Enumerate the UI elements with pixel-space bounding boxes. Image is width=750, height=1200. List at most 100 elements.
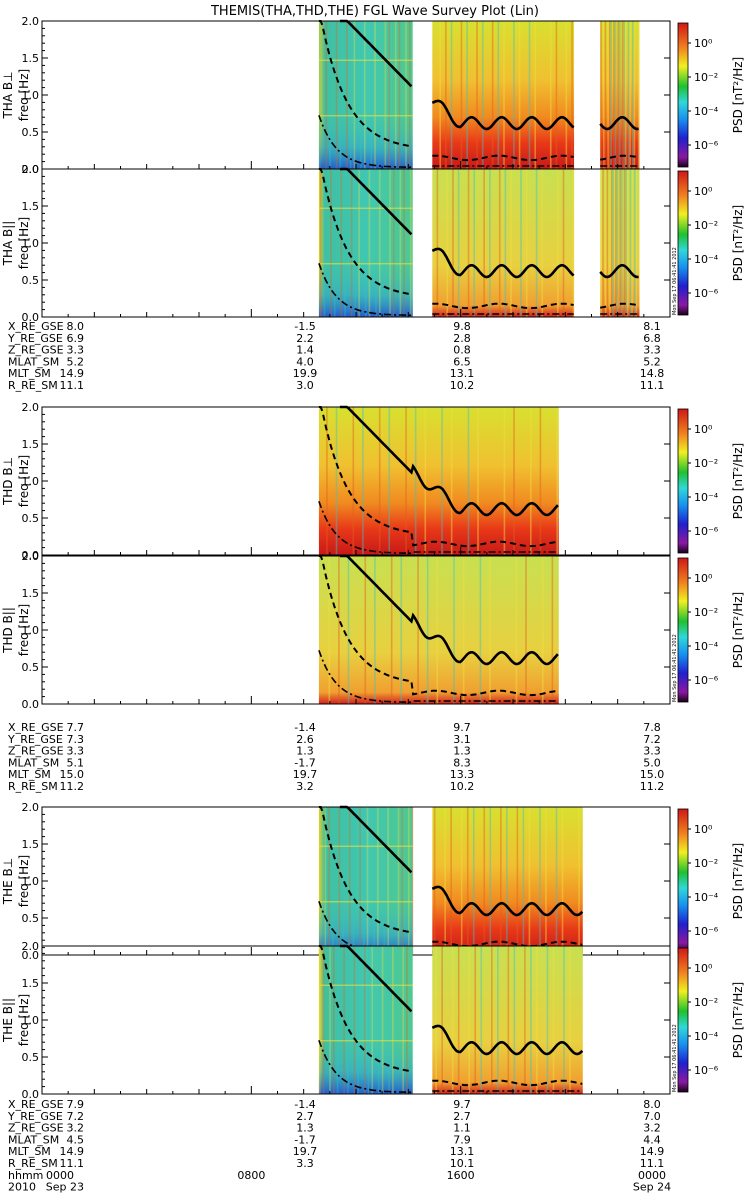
colorbar-tick-label: 10⁻²: [694, 219, 718, 232]
spectrogram-streak: [490, 946, 493, 1094]
spectrogram-streak: [388, 407, 391, 555]
spectrogram-streak: [444, 807, 446, 955]
spectrogram-streak: [616, 169, 619, 317]
orbit-param-name: R_RE_SM: [8, 780, 58, 793]
orbit-value: 13.3: [450, 768, 475, 781]
orbit-value: 19.7: [293, 768, 318, 781]
spectrogram-streak: [426, 556, 429, 704]
y-tick-label: 1.5: [22, 838, 40, 851]
spectrogram-streak: [374, 556, 376, 704]
y-tick-label: 1.0: [22, 475, 40, 488]
spectrogram-streak: [602, 21, 605, 169]
orbit-value: 8.0: [67, 320, 85, 333]
spectrogram-streak: [483, 169, 485, 317]
y-axis-label: freq [Hz]: [17, 69, 31, 121]
spectrogram-streak: [466, 21, 468, 169]
orbit-param-name: R_RE_SM: [8, 1157, 58, 1170]
colorbar-tick-label: 10⁻⁶: [694, 525, 719, 538]
orbit-value: 14.8: [640, 367, 665, 380]
spectrogram-streak: [354, 169, 357, 317]
spectrogram-streak: [371, 946, 374, 1094]
spectrogram-streak: [637, 21, 640, 169]
colorbar-tick-label: 10⁻⁴: [694, 640, 719, 653]
orbit-param-name: X_RE_GSE: [8, 721, 64, 734]
spectrogram-streak: [539, 407, 542, 555]
spectrogram-streak: [328, 556, 331, 704]
trace-fce: [431, 885, 584, 917]
colorbar-tick-label: 10⁻⁴: [694, 491, 719, 504]
orbit-value: 5.2: [643, 355, 661, 368]
orbit-value: 3.3: [296, 1157, 314, 1170]
spectrogram-streak: [344, 169, 346, 317]
orbit-param-name: MLT_SM: [8, 367, 51, 380]
spectrogram-streak: [504, 169, 507, 317]
colorbar-tick-label: 10⁻²: [694, 996, 718, 1009]
spectrogram-streak: [377, 807, 379, 955]
spectrogram-streak: [467, 169, 470, 317]
y-tick-label: 1.5: [22, 977, 40, 990]
spectrogram-streak: [481, 21, 484, 169]
orbit-value: 5.1: [67, 756, 85, 769]
colorbar-tick-label: 10⁻⁶: [694, 139, 719, 152]
spectrogram-streak: [629, 169, 632, 317]
orbit-value: 11.2: [640, 780, 665, 793]
orbit-param-name: MLAT_SM: [8, 1133, 59, 1146]
panel-label: THE B||: [1, 998, 15, 1043]
orbit-value: 10.2: [450, 780, 475, 793]
orbit-param-name: Y_RE_GSE: [7, 332, 63, 345]
spectrogram-streak: [340, 169, 343, 317]
y-tick-label: 1.0: [22, 624, 40, 637]
colorbar: [677, 170, 689, 316]
spectrogram-streak: [491, 21, 494, 169]
y-axis-label: freq [Hz]: [17, 994, 31, 1046]
orbit-value: 9.8: [453, 320, 471, 333]
spectrogram-streak: [520, 169, 522, 317]
orbit-value: 3.2: [643, 1122, 661, 1135]
orbit-value: 7.9: [453, 1133, 471, 1146]
orbit-value: 2.6: [296, 733, 314, 746]
spectrogram-streak: [435, 946, 437, 1094]
colorbar: [677, 947, 689, 1093]
spectrogram-streak: [394, 21, 397, 169]
spectrogram-streak: [352, 807, 355, 955]
orbit-value: 8.1: [643, 320, 661, 333]
spectrogram-streak: [626, 169, 629, 317]
spectrogram-streak: [400, 556, 403, 704]
spectrogram-streak: [610, 169, 613, 317]
orbit-value: -1.4: [294, 1098, 315, 1111]
y-tick-label: 2.0: [22, 801, 40, 814]
orbit-value: 7.2: [643, 733, 661, 746]
orbit-value: 7.0: [643, 1110, 661, 1123]
y-tick-label: 2.0: [22, 15, 40, 28]
y-tick-label: 1.0: [22, 89, 40, 102]
y-tick-label: 0.0: [22, 163, 40, 176]
spectrogram-streak: [515, 556, 518, 704]
spectrogram-streak: [518, 21, 521, 169]
orbit-value: 2.8: [453, 332, 471, 345]
orbit-value: 3.3: [67, 344, 85, 357]
spectrogram-streak: [631, 169, 633, 317]
spectrogram-streak: [506, 807, 508, 955]
spectrogram-segment: [432, 21, 575, 169]
spectrogram-streak: [353, 946, 356, 1094]
spectrogram-streak: [503, 407, 506, 555]
colorbar-tick-label: 10⁻²: [694, 606, 718, 619]
spectrogram-streak: [633, 169, 636, 317]
spectrogram-streak: [476, 21, 478, 169]
trace-fce: [431, 247, 575, 279]
trace-fce: [431, 99, 575, 131]
orbit-value: 3.2: [67, 1122, 85, 1135]
spectrogram-streak: [555, 21, 558, 169]
colorbar-label: PSD [nT²/Hz]: [731, 205, 745, 281]
spectrogram-streak: [402, 946, 404, 1094]
y-axis-label: freq [Hz]: [17, 217, 31, 269]
orbit-value: 4.5: [67, 1133, 85, 1146]
trace-fce: [431, 1024, 584, 1056]
spectrogram-streak: [411, 807, 414, 955]
spectrogram-streak: [362, 807, 365, 955]
orbit-param-name: Y_RE_GSE: [7, 1110, 63, 1123]
spectrogram-streak: [513, 946, 516, 1094]
spectrogram-streak: [384, 21, 387, 169]
y-tick-label: 1.0: [22, 875, 40, 888]
orbit-param-name: Y_RE_GSE: [7, 733, 63, 746]
